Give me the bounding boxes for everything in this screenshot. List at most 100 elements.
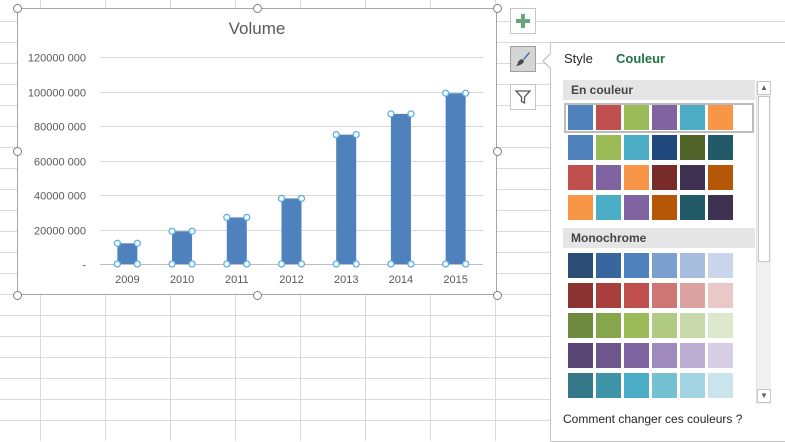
color-swatch — [568, 283, 593, 308]
color-swatch — [652, 253, 677, 278]
monochrome-palette-row[interactable] — [568, 343, 733, 368]
color-swatch — [624, 343, 649, 368]
bar-selection-handle — [387, 260, 395, 268]
bar-selection-handle — [387, 110, 395, 118]
bar-selection-handle — [133, 260, 142, 268]
chart-resize-handle-nw[interactable] — [13, 4, 22, 13]
y-tick-label: 20000 000 — [34, 226, 86, 238]
bar-selection-handle — [407, 260, 415, 268]
monochrome-palette-row[interactable] — [568, 253, 733, 278]
color-swatch — [568, 135, 593, 160]
color-swatch — [652, 105, 677, 130]
y-tick-label: 80000 000 — [34, 122, 86, 134]
color-swatch — [624, 313, 649, 338]
tab-color[interactable]: Couleur — [616, 51, 666, 66]
color-swatch — [652, 343, 677, 368]
bar-2013 — [336, 134, 357, 264]
bar-selection-handle — [168, 227, 176, 235]
colorful-palette-row[interactable] — [568, 165, 733, 190]
color-swatch — [596, 373, 621, 398]
color-swatch — [624, 105, 649, 130]
monochrome-palette-row[interactable] — [568, 283, 733, 308]
color-swatch — [680, 105, 705, 130]
chart-resize-handle-n[interactable] — [253, 4, 262, 13]
scroll-down-button[interactable]: ▼ — [757, 389, 771, 403]
color-swatch — [708, 253, 733, 278]
chart-elements-button[interactable] — [510, 8, 536, 34]
color-swatch — [680, 253, 705, 278]
filter-icon — [515, 90, 531, 105]
x-tick-label: 2014 — [389, 274, 413, 286]
bar-selection-handle — [332, 130, 340, 139]
color-swatch — [596, 313, 621, 338]
bar-2012 — [281, 198, 302, 264]
column-chart[interactable]: - 20000 000 40000 000 60000 000 80000 000 100… — [18, 9, 496, 294]
color-swatch — [568, 343, 593, 368]
color-swatch — [652, 195, 677, 220]
colorful-palette-row[interactable] — [568, 195, 733, 220]
color-swatch — [652, 165, 677, 190]
color-swatch — [708, 343, 733, 368]
chart-title[interactable]: Volume — [228, 19, 286, 38]
bar-2009 — [117, 243, 138, 264]
chart-resize-handle-w[interactable] — [13, 147, 22, 156]
x-tick-label: 2011 — [225, 274, 249, 286]
color-swatch — [596, 165, 621, 190]
x-tick-label: 2013 — [334, 274, 358, 286]
color-swatch — [708, 165, 733, 190]
color-swatch — [680, 313, 705, 338]
monochrome-palette-row[interactable] — [568, 373, 733, 398]
color-swatch — [680, 283, 705, 308]
color-swatch — [680, 373, 705, 398]
scroll-up-button[interactable]: ▲ — [757, 81, 771, 95]
scroll-thumb[interactable] — [758, 96, 770, 262]
chart-styles-button[interactable] — [510, 46, 536, 72]
color-swatch — [708, 313, 733, 338]
colorful-palette-row[interactable] — [568, 105, 733, 130]
color-swatch — [652, 373, 677, 398]
chart-resize-handle-se[interactable] — [493, 291, 502, 300]
bar-selection-handle — [352, 260, 360, 268]
color-swatch — [708, 195, 733, 220]
chart-style-panel: Style Couleur En couleur Monochrome ▲ ▼ … — [550, 42, 785, 442]
bar-selection-handle — [277, 260, 286, 268]
monochrome-palette-row[interactable] — [568, 313, 733, 338]
bar-2010 — [172, 231, 193, 264]
color-swatch — [596, 195, 621, 220]
colorful-palette-row[interactable] — [568, 135, 733, 160]
chart-resize-handle-ne[interactable] — [493, 4, 502, 13]
color-swatch — [596, 105, 621, 130]
chart-resize-handle-s[interactable] — [253, 291, 262, 300]
tab-style[interactable]: Style — [564, 51, 593, 66]
bar-selection-handle — [243, 213, 251, 222]
panel-pointer-inner — [544, 53, 552, 69]
chart-resize-handle-sw[interactable] — [13, 291, 22, 300]
color-swatch — [596, 283, 621, 308]
color-swatch — [624, 195, 649, 220]
chart-filters-button[interactable] — [510, 84, 536, 110]
colorful-section-header: En couleur — [563, 80, 755, 100]
color-swatch — [708, 135, 733, 160]
y-tick-label: 40000 000 — [34, 191, 86, 203]
color-swatch — [568, 313, 593, 338]
y-tick-label: 100000 000 — [28, 88, 86, 100]
color-swatch — [652, 313, 677, 338]
help-link[interactable]: Comment changer ces couleurs ? — [563, 412, 743, 426]
x-tick-label: 2010 — [170, 274, 194, 286]
bar-selection-handle — [168, 260, 176, 268]
panel-scrollbar[interactable]: ▲ ▼ — [756, 81, 771, 404]
color-swatch — [596, 135, 621, 160]
color-swatch — [596, 343, 621, 368]
color-swatch — [624, 283, 649, 308]
bar-selection-handle — [441, 89, 450, 97]
chart-resize-handle-e[interactable] — [493, 147, 502, 156]
bar-selection-handle — [407, 110, 415, 118]
chart-area[interactable]: Volume - 20000 000 40000 000 60000 000 80000… — [17, 8, 497, 295]
brush-icon — [516, 52, 530, 66]
color-swatch — [624, 135, 649, 160]
color-swatch — [624, 373, 649, 398]
mono-section-header: Monochrome — [563, 228, 755, 248]
plus-icon — [516, 14, 530, 28]
color-swatch — [568, 253, 593, 278]
bar-selection-handle — [277, 194, 286, 203]
